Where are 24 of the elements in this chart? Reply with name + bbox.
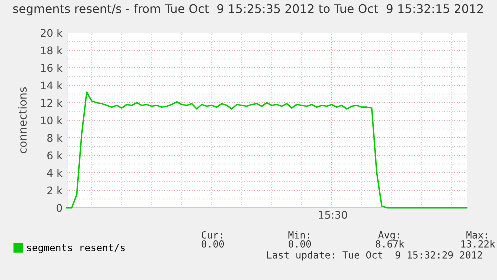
y-tick-label: 20 k [41, 29, 63, 38]
chart-title: segments resent/s - from Tue Oct 9 15:25:35 2012 to Tue Oct 9 15:32:15 2012 [13, 4, 484, 16]
text: Cur: [202, 231, 222, 239]
text: 15:30 [319, 211, 348, 220]
y-tick-label: 10 k [41, 116, 63, 125]
text: 0.00 [202, 240, 224, 248]
y-tick-label: 4 k [47, 169, 63, 177]
text: Max: [466, 232, 488, 239]
text: Min: [288, 231, 310, 239]
legend-label: segments resent/s [27, 244, 125, 254]
y-tick-label: 0 [56, 204, 62, 212]
text: Last update: Tue Oct 9 15:32:29 2012 [267, 251, 482, 261]
text: Avg: [378, 232, 400, 241]
text: 0.00 [288, 240, 312, 248]
text: 8.67k [376, 240, 404, 248]
y-tick-label: 2 k [48, 186, 63, 194]
y-axis-title: connections [18, 88, 27, 154]
text: 13.22k [462, 240, 496, 248]
y-tick-label: 8 k [48, 134, 63, 142]
y-tick-label: 14 k [41, 82, 63, 90]
y-tick-label: 18 k [41, 46, 63, 55]
y-tick-label: 12 k [41, 99, 63, 107]
y-tick-label: 6 k [48, 152, 63, 160]
y-tick-label: 16 k [41, 64, 63, 72]
